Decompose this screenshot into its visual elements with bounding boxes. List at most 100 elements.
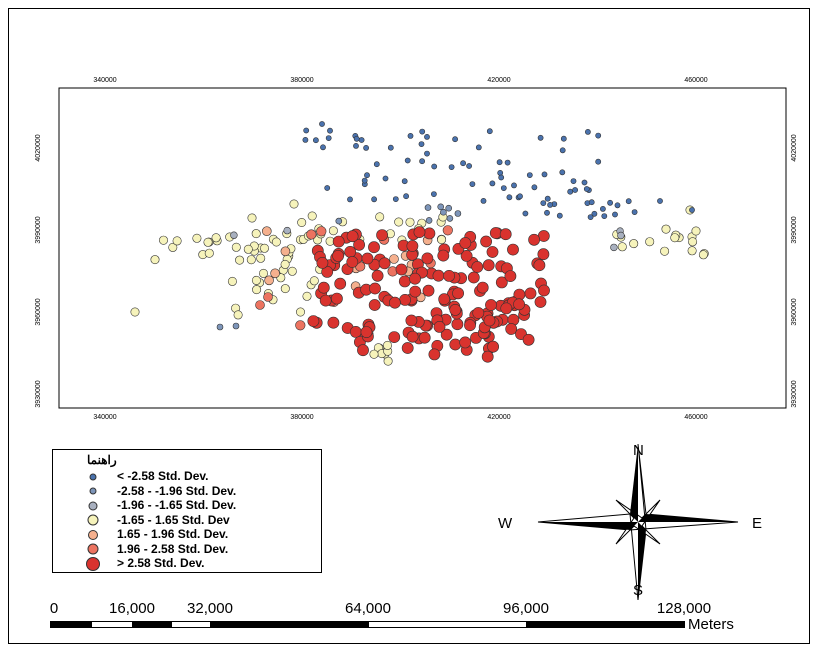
compass-w-label: W (498, 515, 513, 532)
cold-spot-point (424, 204, 432, 211)
cold-spot-point (475, 144, 482, 151)
neutral-point (252, 285, 262, 295)
hot-spot-point (537, 248, 550, 261)
neutral-point (661, 224, 671, 234)
cold-spot-point (560, 135, 567, 142)
x-tick-label: 380000 (290, 77, 313, 84)
cold-spot-point (541, 171, 548, 178)
hot-spot-point (316, 256, 329, 269)
scale-bar-label: 128,000 (656, 600, 712, 617)
scale-bar-segment (368, 621, 527, 628)
cold-spot-point (486, 128, 493, 135)
hot-spot-point (480, 235, 492, 248)
hot-spot-point (346, 256, 359, 268)
hot-spot-point (459, 336, 472, 349)
y-tick-label: 3930000 (791, 380, 798, 407)
hot-spot-point (357, 344, 369, 357)
hot-spot-point (423, 227, 436, 240)
neutral-point (437, 235, 447, 245)
hot-spot-point (485, 299, 497, 311)
hot-spot-point (371, 269, 384, 282)
cold-spot-point (437, 203, 445, 211)
legend-item: -1.96 - -1.65 Std. Dev. (53, 498, 321, 513)
hot-spot-point (528, 233, 540, 246)
compass-north-dark (630, 444, 638, 522)
hot-spot-point (346, 230, 359, 243)
hot-spot-point (418, 331, 431, 344)
cold-spot-point (531, 184, 538, 191)
cold-spot-point (559, 169, 566, 176)
x-tick-label: 340000 (93, 414, 116, 421)
cold-spot-point (500, 185, 507, 191)
neutral-point (246, 255, 256, 265)
coordinate-grid-ticks: 340000 340000 380000 380000 420000 420000 4600… (35, 77, 798, 421)
hot-spot-point (451, 318, 464, 331)
neutral-point (645, 237, 655, 247)
hot-spot-point (443, 269, 455, 282)
hot-spot-point (344, 245, 357, 258)
cold-spot-point (419, 158, 425, 165)
legend-symbol (87, 543, 99, 555)
x-tick-label: 460000 (684, 77, 707, 84)
map-layout-frame (8, 8, 810, 644)
scale-bar-label: 16,000 (109, 600, 155, 617)
y-tick-label: 3990000 (35, 216, 42, 243)
hot-spot-point (500, 302, 513, 315)
cold-spot-point (401, 178, 408, 185)
hot-spot-point (307, 315, 320, 327)
cold-spot-point (610, 243, 618, 252)
hot-spot-point (306, 229, 317, 240)
cold-spot-point (466, 163, 472, 169)
cold-spot-point (583, 186, 590, 192)
cold-spot-point (373, 161, 380, 168)
cold-spot-point (585, 128, 591, 135)
hot-spot-point (499, 228, 512, 241)
neutral-point (309, 276, 319, 286)
hot-spot-point (483, 314, 496, 327)
hot-spot-point (388, 296, 401, 309)
legend-symbol (89, 473, 97, 480)
compass-west-dark (538, 522, 638, 530)
neutral-point (192, 233, 202, 243)
scale-bar-units: Meters (688, 616, 734, 633)
hot-spot-point (524, 287, 537, 300)
cold-spot-point (511, 182, 517, 189)
cold-spot-point (440, 208, 447, 216)
legend-symbol (89, 487, 97, 495)
x-tick-label: 380000 (290, 414, 313, 421)
hot-spot-point (349, 325, 362, 338)
hotspot-points (130, 121, 709, 366)
compass-n-label: N (633, 442, 644, 459)
hot-spot-point (330, 292, 343, 305)
cold-spot-point (353, 142, 359, 149)
scale-bar: Meters 0 16,000 32,000 64,000 96,000 128,000 (44, 600, 774, 636)
cold-spot-point (504, 159, 511, 166)
hot-spot-point (538, 284, 550, 297)
x-tick-label: 420000 (487, 414, 510, 421)
neutral-point (369, 349, 379, 359)
legend-symbol (88, 501, 98, 510)
cold-spot-point (556, 212, 563, 219)
scale-bar-segment (91, 621, 133, 628)
neutral-point (617, 242, 627, 252)
hot-spot-point (406, 240, 419, 252)
cold-spot-point (460, 160, 466, 167)
hot-spot-point (476, 281, 489, 294)
hot-spot-point (388, 331, 401, 343)
neutral-point (302, 291, 312, 301)
neutral-point (256, 253, 266, 263)
map-frame (58, 87, 787, 409)
neutral-point (251, 275, 261, 285)
hot-spot-point (421, 252, 434, 265)
neutral-point (204, 248, 214, 258)
cold-spot-point (230, 231, 238, 239)
neutral-point (130, 307, 140, 317)
hot-spot-point (334, 277, 347, 290)
neutral-point (159, 235, 169, 245)
cold-spot-point (371, 196, 377, 203)
legend-title: راهنما (87, 453, 117, 467)
hot-spot-point (486, 246, 499, 258)
cold-spot-point (489, 180, 496, 187)
legend-label: -1.96 - -1.65 Std. Dev. (117, 498, 237, 512)
cold-spot-point (540, 200, 547, 206)
